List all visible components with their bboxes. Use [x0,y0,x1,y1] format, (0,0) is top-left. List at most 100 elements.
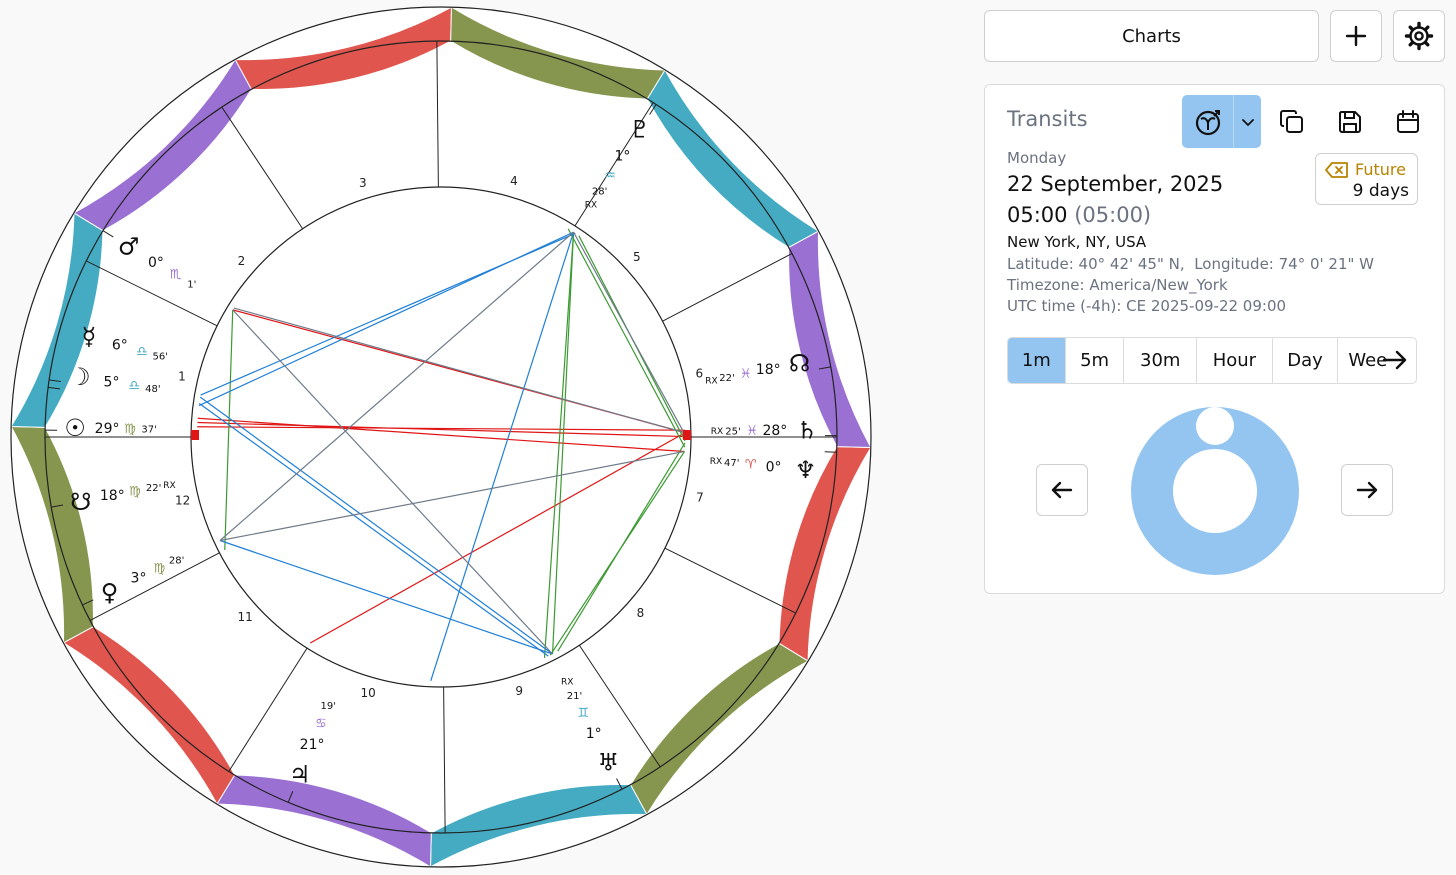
south-node-degree: 18° [100,488,125,504]
aspect-line [224,309,234,551]
house-number-11: 11 [238,610,253,624]
pluto-sign-icon: ♒ [604,168,616,183]
venus-icon: ♀ [101,578,119,606]
saturn-sign-icon: ♓ [746,424,758,439]
dial-center [1173,449,1257,533]
house-cusp-4 [436,41,439,188]
house-number-7: 7 [696,491,704,505]
moon-icon: ☽ [69,363,91,391]
sign-segment-pisces [788,230,872,449]
sign-glyph-aries: ♈ [830,544,845,564]
planet-tick [616,778,623,790]
date-value[interactable]: 22 September, 2025 [1007,172,1224,196]
uranus-degree: 1° [586,726,602,742]
moon-sign-icon: ♎ [128,379,140,394]
planet-tick [48,386,61,390]
aspect-line [233,307,686,434]
step-tab-1m[interactable]: 1m [1008,338,1066,383]
time-dial[interactable] [1129,405,1301,577]
step-tab-hour[interactable]: Hour [1197,338,1273,383]
copy-button[interactable] [1275,105,1309,139]
step-tab-5m[interactable]: 5m [1066,338,1125,383]
dial-handle[interactable] [1196,407,1234,445]
sign-glyph-gemini: ♊ [530,828,545,848]
wheel-background [11,7,871,867]
jupiter-icon: ♃ [289,761,311,789]
neptune-degree: 0° [766,459,782,475]
north-node-degree: 18° [756,362,781,378]
house-cusp-8 [664,547,796,614]
aspect-line [557,442,686,652]
arrow-left-icon [1051,481,1073,499]
venus-degree: 3° [131,571,147,587]
uranus-minutes: 21' [567,691,582,702]
mercury-icon: ☿ [82,323,97,351]
aspect-line [197,426,685,431]
house-cusp-6 [662,253,793,322]
north-node-icon: ☊ [789,349,810,377]
charts-button[interactable]: Charts [984,10,1319,62]
longitude: Longitude: 74° 0' 21" W [1194,255,1374,273]
aspect-line [430,231,575,681]
neptune-minutes: 47' [724,458,739,469]
sign-glyph-libra: ♎ [37,310,52,330]
chart-type-dropdown[interactable] [1233,95,1261,148]
tabs-scroll-right-icon[interactable] [1380,345,1410,375]
aspect-line [567,228,686,448]
step-tab-30m[interactable]: 30m [1124,338,1198,383]
planet-tick [818,366,831,370]
jupiter-sign-icon: ♋ [315,716,327,731]
utc-time: UTC time (-4h): CE 2025-09-22 09:00 [1007,297,1287,315]
aspect-line [197,421,686,438]
chart-type-button[interactable] [1182,95,1233,148]
sign-glyph-cancer: ♋ [317,823,332,843]
house-number-6: 6 [695,367,703,381]
house-number-3: 3 [359,176,367,190]
house-number-12: 12 [175,493,190,507]
future-badge[interactable]: Future 9 days [1315,153,1418,205]
house-cusp-5 [574,102,654,227]
house-number-5: 5 [633,250,641,264]
step-tab-day[interactable]: Day [1273,338,1339,383]
jupiter-minutes: 19' [321,701,336,712]
sign-glyph-capricorn: ♑ [550,31,565,51]
aspect-line [219,539,553,655]
gear-icon [1404,21,1434,51]
location-name[interactable]: New York, NY, USA [1007,233,1147,251]
calendar-icon [1397,110,1419,133]
calendar-button[interactable] [1391,105,1425,139]
save-button[interactable] [1333,105,1367,139]
mars-degree: 0° [148,255,164,271]
sun-degree: 29° [95,421,120,437]
time-value[interactable]: 05:00 (05:00) [1007,203,1151,227]
card-title: Transits [1007,107,1088,131]
house-number-2: 2 [238,254,246,268]
mars-sign-icon: ♏ [170,268,182,283]
house-number-8: 8 [637,606,645,620]
planet-tick [49,379,62,383]
add-button[interactable] [1330,10,1382,62]
step-tab-week[interactable]: Wee [1348,350,1388,371]
step-forward-button[interactable] [1341,464,1393,516]
sun-sign-icon: ♍ [124,422,136,437]
planet-tick [649,104,657,115]
chevron-down-icon [1241,118,1254,126]
mercury-sign-icon: ♎ [136,344,148,359]
south-node-retrograde: RX [163,481,175,491]
chart-type-selector[interactable] [1182,95,1261,148]
aspect-line [232,309,553,655]
aspect-line [573,231,686,435]
settings-button[interactable] [1393,10,1445,62]
south-node-icon: ☋ [70,488,91,516]
step-back-button[interactable] [1036,464,1088,516]
aspect-line [309,432,686,644]
sun-minutes: 37' [141,424,156,435]
neptune-sign-icon: ♈ [745,458,757,473]
house-cusp-11 [228,647,308,772]
weekday: Monday [1007,149,1067,167]
planet-tick [51,504,64,508]
moon-degree: 5° [104,374,120,390]
sign-glyph-taurus: ♉ [718,726,733,746]
south-node-sign-icon: ♍ [129,485,141,500]
